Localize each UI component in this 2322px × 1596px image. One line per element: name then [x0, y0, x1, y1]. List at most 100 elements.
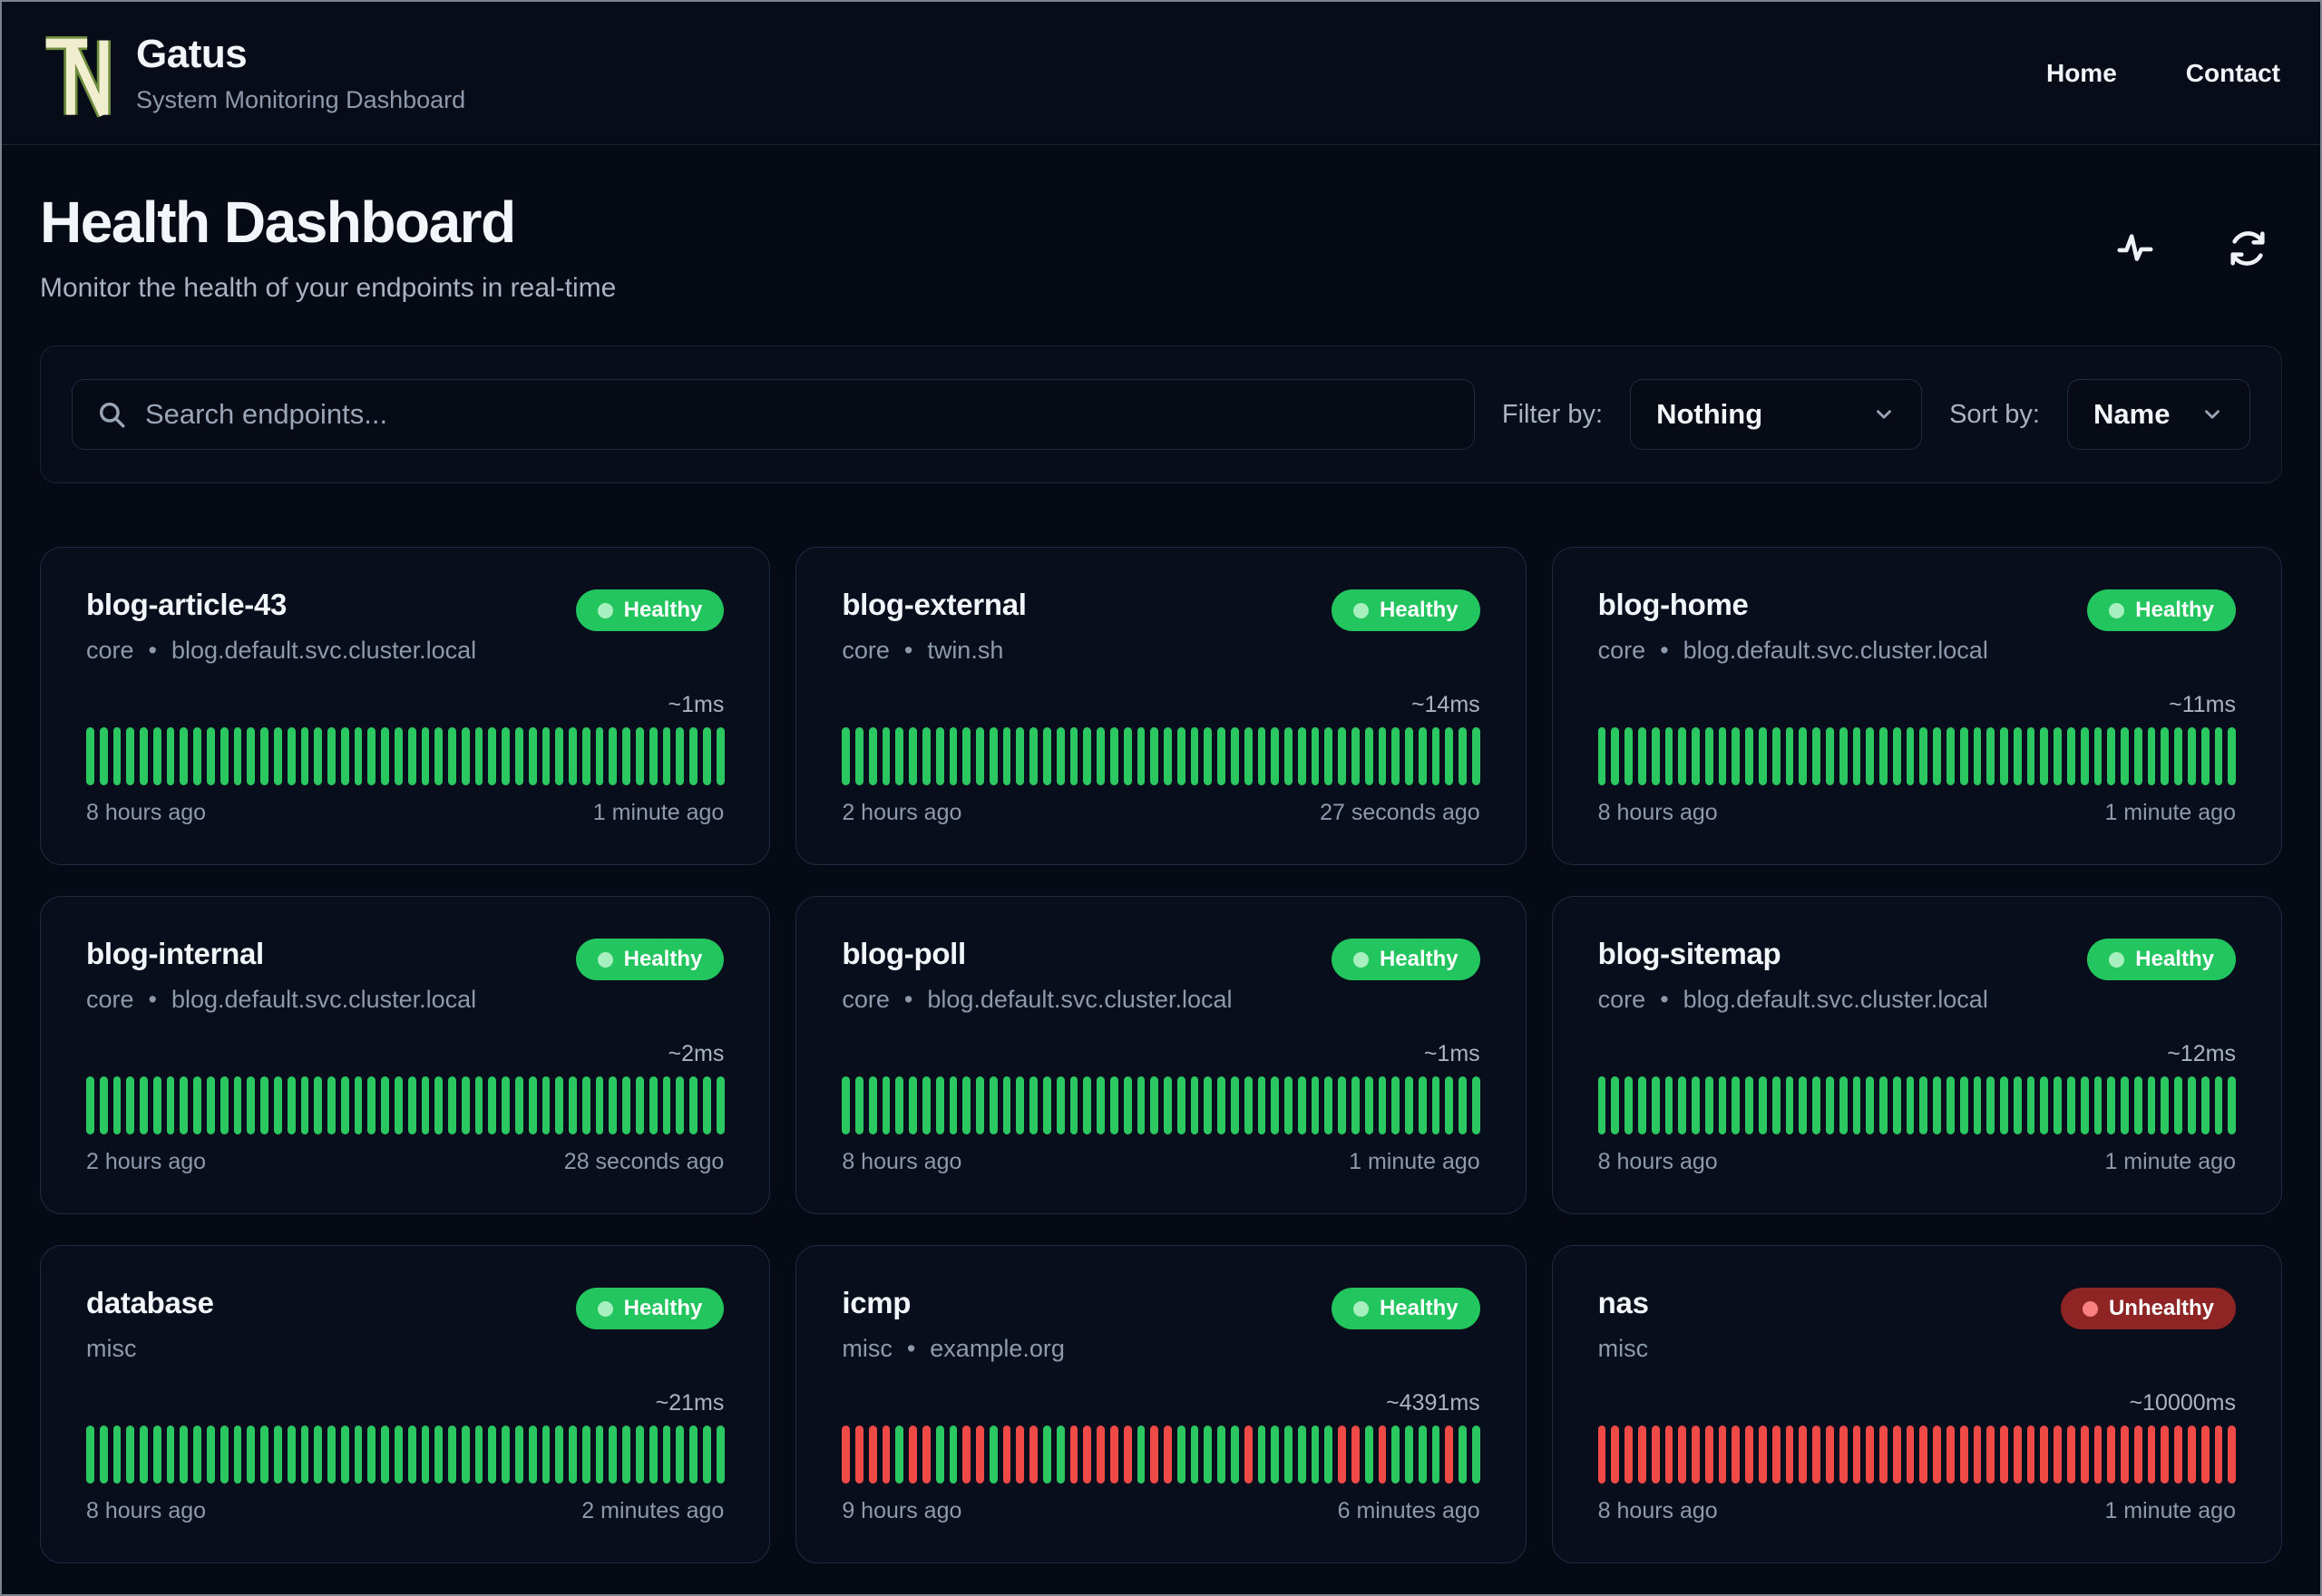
- endpoint-card[interactable]: blog-poll core • blog.default.svc.cluste…: [795, 896, 1527, 1215]
- uptime-bar-up: [1083, 1076, 1092, 1135]
- uptime-bar-down: [2054, 1426, 2062, 1484]
- endpoint-card[interactable]: icmp misc • example.org Healthy ~4391ms …: [795, 1245, 1527, 1564]
- uptime-bar-up: [1324, 727, 1333, 786]
- uptime-bar-up: [314, 1426, 323, 1484]
- uptime-bar-up: [126, 1076, 135, 1135]
- activity-icon[interactable]: [2112, 225, 2159, 272]
- uptime-bar-up: [662, 727, 671, 786]
- endpoint-group: core: [1597, 986, 1646, 1014]
- uptime-bar-up: [1866, 727, 1875, 786]
- status-dot-icon: [2109, 602, 2125, 618]
- uptime-bar-down: [1069, 1426, 1078, 1484]
- status-dot-icon: [1352, 1300, 1369, 1317]
- uptime-bars: [1597, 1076, 2237, 1135]
- filter-select[interactable]: Nothing: [1630, 379, 1923, 451]
- endpoint-card[interactable]: database misc • Healthy ~21ms 8 hours ag…: [40, 1245, 771, 1564]
- uptime-bar-up: [595, 1076, 604, 1135]
- uptime-bar-up: [434, 727, 444, 786]
- sort-select[interactable]: Name: [2067, 379, 2250, 451]
- uptime-bar-up: [247, 1426, 256, 1484]
- endpoint-meta: core • twin.sh: [842, 637, 1026, 665]
- status-label: Healthy: [1379, 598, 1459, 623]
- uptime-bar-up: [2228, 1076, 2237, 1135]
- card-header: blog-home core • blog.default.svc.cluste…: [1598, 588, 2236, 665]
- uptime-bar-up: [1825, 727, 1834, 786]
- uptime-bar-up: [1324, 1076, 1333, 1135]
- endpoint-host: blog.default.svc.cluster.local: [927, 986, 1233, 1014]
- meta-separator: •: [903, 986, 913, 1014]
- uptime-bar-up: [935, 1076, 944, 1135]
- uptime-bar-up: [166, 1426, 175, 1484]
- uptime-bar-down: [2040, 1426, 2049, 1484]
- uptime-bar-up: [1097, 727, 1105, 786]
- uptime-bar-up: [287, 1076, 296, 1135]
- nav-link-contact[interactable]: Contact: [2185, 58, 2280, 87]
- uptime-bar-down: [1692, 1426, 1700, 1484]
- latency-label: ~1ms: [1423, 1041, 1480, 1067]
- meta-separator: •: [148, 637, 157, 665]
- uptime-bar-up: [1946, 1076, 1955, 1135]
- uptime-bar-up: [855, 1076, 863, 1135]
- uptime-bar-up: [622, 1076, 631, 1135]
- uptime-bar-up: [555, 1076, 564, 1135]
- uptime-bar-up: [555, 1426, 564, 1484]
- uptime-bar-up: [112, 1426, 122, 1484]
- uptime-bar-up: [502, 727, 510, 786]
- refresh-icon[interactable]: [2224, 225, 2271, 272]
- uptime-bar-up: [367, 1076, 376, 1135]
- endpoint-card[interactable]: blog-external core • twin.sh Healthy ~14…: [795, 547, 1527, 866]
- uptime-bar-up: [421, 1076, 430, 1135]
- uptime-bar-up: [842, 727, 851, 786]
- uptime-bar-down: [1651, 1426, 1660, 1484]
- uptime-bar-up: [935, 727, 944, 786]
- uptime-bar-up: [327, 1076, 336, 1135]
- uptime-bar-up: [1946, 727, 1955, 786]
- endpoint-card[interactable]: nas misc • Unhealthy ~10000ms 8 hours ag…: [1551, 1245, 2282, 1564]
- uptime-bar-down: [1338, 1426, 1347, 1484]
- card-header: blog-article-43 core • blog.default.svc.…: [86, 588, 725, 665]
- uptime-bar-up: [976, 1076, 984, 1135]
- uptime-bar-up: [2054, 1076, 2062, 1135]
- uptime-bar-up: [1919, 1076, 1928, 1135]
- endpoint-card[interactable]: blog-article-43 core • blog.default.svc.…: [40, 547, 771, 866]
- uptime-bar-up: [2000, 1076, 2008, 1135]
- uptime-bar-up: [1043, 727, 1051, 786]
- uptime-bar-down: [882, 1426, 891, 1484]
- uptime-bar-up: [2026, 1076, 2035, 1135]
- latency-label: ~14ms: [1410, 692, 1480, 718]
- uptime-bar-up: [1785, 1076, 1794, 1135]
- uptime-bar-up: [1378, 727, 1387, 786]
- endpoint-host: blog.default.svc.cluster.local: [1683, 986, 1988, 1014]
- status-badge: Healthy: [2087, 939, 2236, 981]
- status-dot-icon: [1352, 951, 1369, 968]
- search-box[interactable]: [72, 379, 1475, 451]
- endpoint-card[interactable]: blog-home core • blog.default.svc.cluste…: [1551, 547, 2282, 866]
- uptime-bar-up: [1771, 727, 1781, 786]
- endpoint-card[interactable]: blog-sitemap core • blog.default.svc.clu…: [1551, 896, 2282, 1215]
- uptime-bar-up: [1759, 1076, 1767, 1135]
- uptime-bar-down: [1083, 1426, 1092, 1484]
- uptime-bars: [86, 727, 725, 786]
- uptime-bar-down: [1718, 1426, 1727, 1484]
- main-nav: Home Contact: [2046, 59, 2280, 88]
- uptime-bar-up: [609, 1076, 618, 1135]
- app-subtitle: System Monitoring Dashboard: [136, 86, 466, 113]
- uptime-bar-up: [1771, 1076, 1781, 1135]
- uptime-bar-up: [1137, 727, 1146, 786]
- uptime-bar-up: [1879, 727, 1888, 786]
- nav-link-home[interactable]: Home: [2045, 58, 2117, 87]
- uptime-bar-up: [1405, 1426, 1413, 1484]
- uptime-bar-down: [2067, 1426, 2075, 1484]
- uptime-bar-up: [1678, 727, 1687, 786]
- endpoint-card[interactable]: blog-internal core • blog.default.svc.cl…: [40, 896, 771, 1215]
- status-label: Healthy: [1379, 1296, 1459, 1321]
- uptime-bar-up: [86, 1426, 94, 1484]
- uptime-bar-down: [976, 1426, 984, 1484]
- uptime-bar-up: [247, 727, 256, 786]
- latency-label: ~2ms: [668, 1041, 725, 1067]
- uptime-bar-up: [1351, 1076, 1360, 1135]
- uptime-bar-up: [662, 1076, 671, 1135]
- uptime-bar-up: [882, 727, 891, 786]
- search-input[interactable]: [145, 398, 1450, 432]
- uptime-bar-down: [2214, 1426, 2223, 1484]
